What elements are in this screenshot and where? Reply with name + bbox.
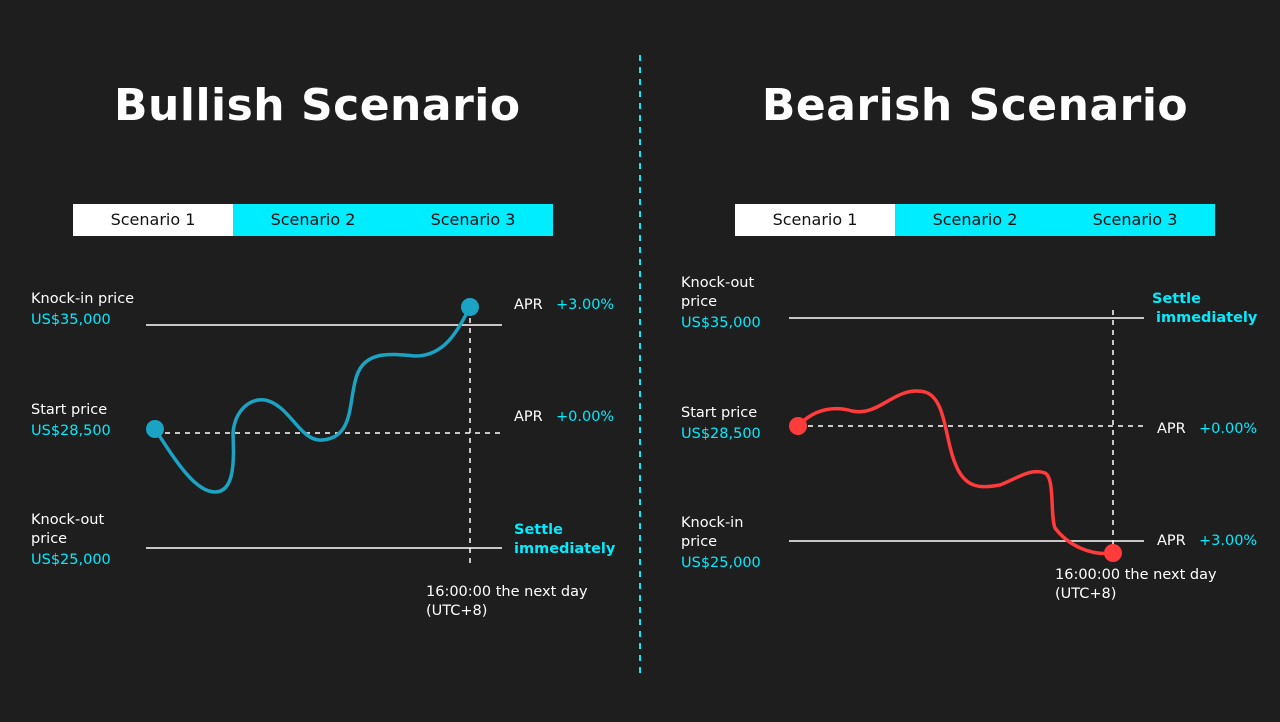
bullish-apr-mid-value: +0.00% xyxy=(556,409,615,425)
bearish-apr-bottom-label: APR xyxy=(1157,533,1186,549)
bullish-tab-scenario-1[interactable]: Scenario 1 xyxy=(73,204,233,236)
bearish-start-point xyxy=(789,417,807,435)
bearish-settle-line-1: Settle xyxy=(1152,291,1201,307)
bullish-start-point xyxy=(146,420,164,438)
bullish-apr-mid-label: APR xyxy=(514,409,543,425)
bullish-knock-in-value: US$35,000 xyxy=(31,312,111,328)
bearish-knock-in-label-2: price xyxy=(681,534,718,550)
bullish-tab-scenario-2[interactable]: Scenario 2 xyxy=(233,204,393,236)
bearish-title: Bearish Scenario xyxy=(761,80,1189,131)
bearish-apr-bottom-value: +3.00% xyxy=(1199,533,1258,549)
bullish-scenario-tabs: Scenario 1 Scenario 2 Scenario 3 xyxy=(73,204,553,236)
bearish-scenario-tabs: Scenario 1 Scenario 2 Scenario 3 xyxy=(735,204,1215,236)
bullish-time-line-1: 16:00:00 the next day xyxy=(426,584,588,600)
bullish-settle-line-2: immediately xyxy=(514,541,616,557)
bullish-start-value: US$28,500 xyxy=(31,423,111,439)
bearish-apr-mid-label: APR xyxy=(1157,421,1186,437)
bearish-knock-in-label-1: Knock-in xyxy=(681,515,744,531)
bearish-tab-scenario-2[interactable]: Scenario 2 xyxy=(895,204,1055,236)
bearish-apr-mid-value: +0.00% xyxy=(1199,421,1258,437)
bullish-price-path xyxy=(153,305,472,494)
bearish-time-line-1: 16:00:00 the next day xyxy=(1055,567,1217,583)
bearish-time-line-2: (UTC+8) xyxy=(1055,586,1117,602)
bearish-start-value: US$28,500 xyxy=(681,426,761,442)
bearish-knock-out-label-2: price xyxy=(681,294,718,310)
bullish-knock-out-value: US$25,000 xyxy=(31,552,111,568)
bullish-tab-scenario-3[interactable]: Scenario 3 xyxy=(393,204,553,236)
bearish-tab-scenario-1[interactable]: Scenario 1 xyxy=(735,204,895,236)
bullish-settle-line-1: Settle xyxy=(514,522,563,538)
bullish-knock-out-label-2: price xyxy=(31,531,68,547)
bullish-apr-top-label: APR xyxy=(514,297,543,313)
bearish-start-label: Start price xyxy=(681,405,758,421)
bearish-knock-in-value: US$25,000 xyxy=(681,555,761,571)
bullish-start-label: Start price xyxy=(31,402,108,418)
bullish-title: Bullish Scenario xyxy=(114,80,521,131)
bearish-price-path xyxy=(796,389,1115,556)
bullish-apr-top-value: +3.00% xyxy=(556,297,615,313)
bearish-tab-scenario-3[interactable]: Scenario 3 xyxy=(1055,204,1215,236)
bullish-end-point xyxy=(461,298,479,316)
bullish-knock-out-label-1: Knock-out xyxy=(31,512,105,528)
bearish-knock-out-value: US$35,000 xyxy=(681,315,761,331)
bearish-settle-line-2: immediately xyxy=(1156,310,1258,326)
bullish-knock-in-label: Knock-in price xyxy=(31,291,135,307)
bullish-time-line-2: (UTC+8) xyxy=(426,603,488,619)
bearish-end-point xyxy=(1104,544,1122,562)
bearish-knock-out-label-1: Knock-out xyxy=(681,275,755,291)
